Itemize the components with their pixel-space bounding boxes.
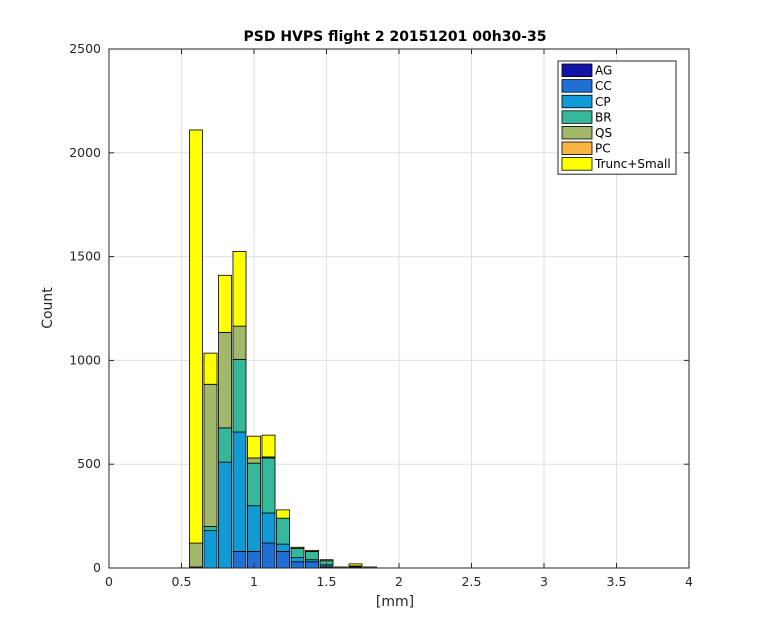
bar-segment-cp [218,461,232,569]
bar-segment-trunc-small [218,274,232,333]
bar-segment-br [261,457,276,514]
x-tick-label: 3.5 [607,574,627,589]
bar-segment-trunc-small [276,509,290,519]
legend-swatch [561,79,593,93]
bar-segment-trunc-small [189,129,203,544]
legend-swatch [561,157,593,171]
ticks: 0 0.5 1 1.5 2 2.5 3 3.5 4 0 500 1000 1500 2000 2500 [69,41,693,589]
y-tick-label: 500 [77,456,101,471]
legend-label: QS [595,126,612,140]
bar-segment-cp [232,431,247,552]
x-axis-label: [mm] [376,594,414,610]
bar-segment-cp [261,512,276,544]
x-tick-label: 2.5 [462,574,482,589]
bar-segment-cc [290,561,305,569]
bar-segment-trunc-small [305,549,319,552]
legend-swatch [561,126,593,140]
x-tick-label: 0.5 [172,574,192,589]
bar-segment-br [305,550,319,561]
bar-segment-cp [276,543,290,552]
bar-segment-qs [203,383,218,527]
legend-label: AG [595,64,612,78]
y-tick-label: 2500 [69,41,101,56]
bar-segment-cc [261,542,276,569]
x-tick-label: 3 [540,574,548,589]
legend-label: PC [595,142,611,156]
bar-segment-qs [232,325,247,360]
legend-label: Trunc+Small [594,157,671,171]
bar-segment-trunc-small [203,352,218,385]
bar-segment-br [218,427,232,463]
bar-segment-cc [276,550,290,569]
bar-segment-br [203,526,218,532]
x-tick-label: 2 [395,574,403,589]
bar-segment-cp [203,530,218,569]
legend-swatch [561,63,593,78]
chart-title: PSD HVPS flight 2 20151201 00h30-35 [244,29,547,45]
y-tick-label: 1000 [69,352,101,367]
y-tick-label: 2000 [69,145,101,160]
bar-segment-cc [232,550,247,569]
legend-label: CP [595,95,611,109]
bar-segment-br [276,517,290,545]
bar-segment-br [290,547,305,559]
bar-segment-trunc-small [290,546,305,549]
bar-segment-qs [218,331,232,429]
x-tick-label: 4 [685,574,693,589]
bar-segment-trunc-small [261,434,276,458]
bar-segment-cc [305,561,319,569]
legend-swatch [561,110,593,124]
x-tick-label: 1.5 [317,574,337,589]
bar-segment-trunc-small [247,435,261,459]
bars [189,129,377,569]
bar-segment-qs [247,457,261,464]
legend-label: BR [595,110,612,124]
bar-segment-br [232,358,247,433]
bar-segment-trunc-small [232,251,247,327]
legend-swatch [561,141,593,156]
bar-segment-cp [247,505,261,552]
bar-segment-cp [290,557,305,563]
bar-segment-qs [189,542,203,568]
y-axis-label: Count [40,287,56,329]
y-tick-label: 0 [93,560,101,575]
bar-segment-trunc-small [319,559,334,562]
legend-label: CC [595,79,612,93]
x-tick-label: 1 [250,574,258,589]
legend-swatch [561,94,593,109]
x-tick-label: 0 [105,574,113,589]
bar-segment-trunc-small [348,563,363,567]
y-tick-label: 1500 [69,249,101,264]
bar-segment-br [247,462,261,507]
